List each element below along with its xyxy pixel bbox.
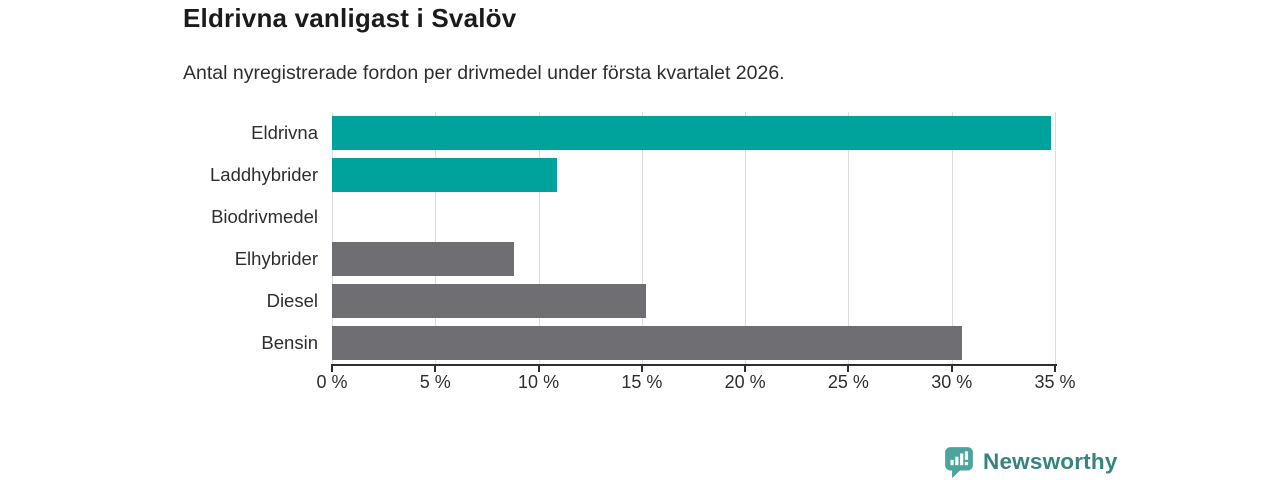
x-axis-tick-label: 5 % <box>419 372 451 392</box>
category-label: Elhybrider <box>234 248 318 269</box>
gridline <box>1055 112 1056 364</box>
x-axis-tick-label: 30 % <box>931 372 973 392</box>
category-label: Bensin <box>261 332 318 353</box>
bar-eldrivna <box>332 116 1051 150</box>
gridline <box>641 112 643 364</box>
x-axis-tick <box>744 366 747 372</box>
gridline <box>951 112 953 364</box>
gridline <box>848 112 850 364</box>
x-axis-tick-label: 15 % <box>621 372 663 392</box>
bar-elhybrider <box>332 242 514 276</box>
x-axis-tick-label: 20 % <box>724 372 766 392</box>
gridline <box>745 112 747 364</box>
bar-bensin <box>332 326 963 360</box>
gridline <box>435 112 437 364</box>
bar-row <box>332 238 1055 280</box>
x-axis-tick <box>640 366 643 372</box>
category-label: Diesel <box>266 290 318 311</box>
chart-subtitle: Antal nyregistrerade fordon per drivmede… <box>183 62 785 84</box>
bar-row <box>332 280 1055 322</box>
newsworthy-wordmark: Newsworthy <box>983 449 1118 474</box>
plot-area <box>332 112 1056 364</box>
bar-row <box>332 154 1055 196</box>
x-axis-tick <box>331 366 333 372</box>
x-axis-tick <box>847 366 850 372</box>
x-axis-line <box>331 364 1057 366</box>
x-axis-tick <box>1054 366 1056 372</box>
bar-diesel <box>332 284 646 318</box>
gridline <box>332 112 333 364</box>
category-label: Biodrivmedel <box>211 206 318 227</box>
newsworthy-chart-bubble-icon <box>944 446 974 478</box>
x-axis-tick <box>434 366 437 372</box>
category-label: Eldrivna <box>251 122 318 143</box>
chart-title: Eldrivna vanligast i Svalöv <box>183 3 517 33</box>
newsworthy-logo: Newsworthy <box>944 446 1118 478</box>
x-axis-tick <box>950 366 953 372</box>
x-axis-tick-label: 35 % <box>1034 372 1076 392</box>
bar-row <box>332 196 1055 238</box>
category-label: Laddhybrider <box>210 164 318 185</box>
x-axis-tick-label: 10 % <box>518 372 560 392</box>
bar-row <box>332 322 1055 364</box>
category-axis-labels: Eldrivna Laddhybrider Biodrivmedel Elhybrid… <box>0 112 318 364</box>
bar-laddhybrider <box>332 158 558 192</box>
gridline <box>538 112 540 364</box>
x-axis-tick-label: 25 % <box>827 372 869 392</box>
bar-row <box>332 112 1055 154</box>
x-axis-tick <box>537 366 540 372</box>
x-axis-tick-label: 0 % <box>316 372 348 392</box>
